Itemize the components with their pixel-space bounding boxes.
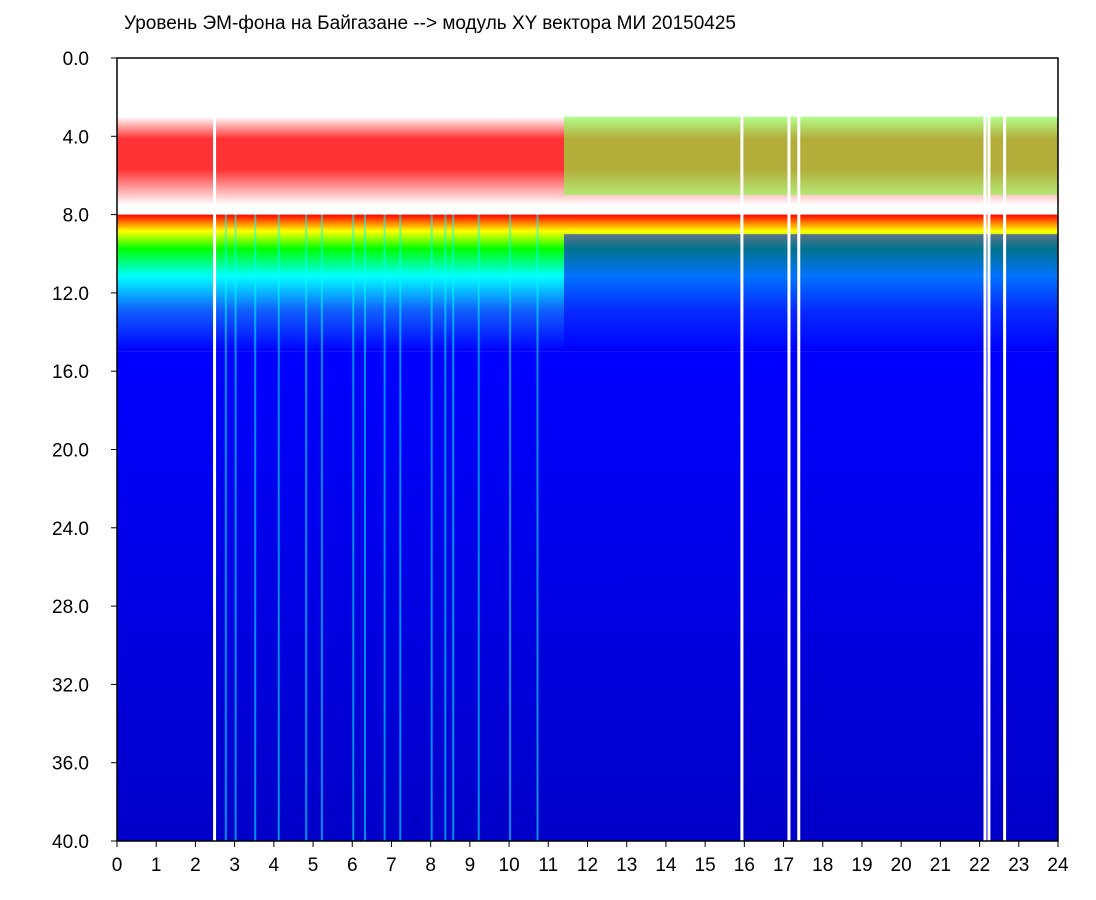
x-tick-label: 17 xyxy=(773,855,794,876)
y-tick-label: 28.0 xyxy=(52,597,89,618)
data-gap xyxy=(1003,58,1007,841)
x-tick-label: 24 xyxy=(1047,855,1069,876)
x-tick-label: 6 xyxy=(347,855,358,876)
x-tick-label: 4 xyxy=(269,855,280,876)
streak xyxy=(452,214,455,842)
band-afternoon-noise xyxy=(563,116,1058,196)
x-tick-label: 8 xyxy=(425,855,436,876)
data-gap xyxy=(797,58,801,841)
streak xyxy=(509,214,512,842)
x-tick-label: 12 xyxy=(577,855,598,876)
streak xyxy=(277,214,280,842)
x-tick-label: 9 xyxy=(465,855,476,876)
chart-title: Уровень ЭМ-фона на Байгазане --> модуль … xyxy=(124,13,736,34)
x-axis: 0 1 2 3 4 5 6 7 8 9 10 11 12 13 14 15 16 17 18 19 20 21 22 23 24 xyxy=(112,841,1069,876)
y-tick-label: 8.0 xyxy=(63,206,89,227)
y-tick-label: 4.0 xyxy=(63,127,89,148)
band-background xyxy=(117,351,1058,841)
y-tick-label: 32.0 xyxy=(52,675,89,696)
streak xyxy=(234,214,237,842)
band-afternoon-quiet xyxy=(563,234,1058,352)
y-tick-label: 12.0 xyxy=(52,284,89,305)
y-tick-label: 16.0 xyxy=(52,362,89,383)
x-tick-label: 10 xyxy=(499,855,520,876)
data-gap xyxy=(983,58,987,841)
streak xyxy=(430,214,433,842)
streak xyxy=(399,214,402,842)
x-tick-label: 18 xyxy=(812,855,833,876)
x-tick-label: 3 xyxy=(229,855,240,876)
x-tick-label: 2 xyxy=(190,855,201,876)
y-tick-label: 40.0 xyxy=(52,832,89,853)
streak xyxy=(383,214,386,842)
streak xyxy=(536,214,539,842)
x-tick-label: 19 xyxy=(851,855,872,876)
y-axis: 0.0 4.0 8.0 12.0 16.0 20.0 24.0 28.0 32.0 36.0 40.… xyxy=(52,49,117,853)
x-tick-label: 15 xyxy=(695,855,716,876)
plot-area xyxy=(117,58,1058,842)
x-tick-label: 16 xyxy=(734,855,755,876)
x-tick-label: 1 xyxy=(151,855,162,876)
x-tick-label: 22 xyxy=(969,855,990,876)
data-gap xyxy=(987,58,991,841)
streak xyxy=(364,214,367,842)
x-tick-label: 21 xyxy=(930,855,951,876)
x-tick-label: 7 xyxy=(386,855,397,876)
streak xyxy=(254,214,257,842)
y-tick-label: 24.0 xyxy=(52,519,89,540)
y-tick-label: 36.0 xyxy=(52,754,89,775)
streak xyxy=(305,214,308,842)
x-tick-label: 23 xyxy=(1008,855,1029,876)
data-gap xyxy=(787,58,791,841)
streak xyxy=(224,214,227,842)
x-tick-label: 14 xyxy=(655,855,677,876)
data-gap xyxy=(213,58,217,841)
streak xyxy=(477,214,480,842)
x-tick-label: 0 xyxy=(112,855,123,876)
data-gap xyxy=(740,58,744,841)
y-tick-label: 0.0 xyxy=(63,49,89,70)
x-tick-label: 20 xyxy=(891,855,912,876)
x-tick-label: 11 xyxy=(538,855,558,876)
x-tick-label: 5 xyxy=(308,855,319,876)
y-tick-label: 20.0 xyxy=(52,441,89,462)
x-tick-label: 13 xyxy=(616,855,637,876)
streak xyxy=(352,214,355,842)
streak xyxy=(444,214,447,842)
streak xyxy=(320,214,323,842)
